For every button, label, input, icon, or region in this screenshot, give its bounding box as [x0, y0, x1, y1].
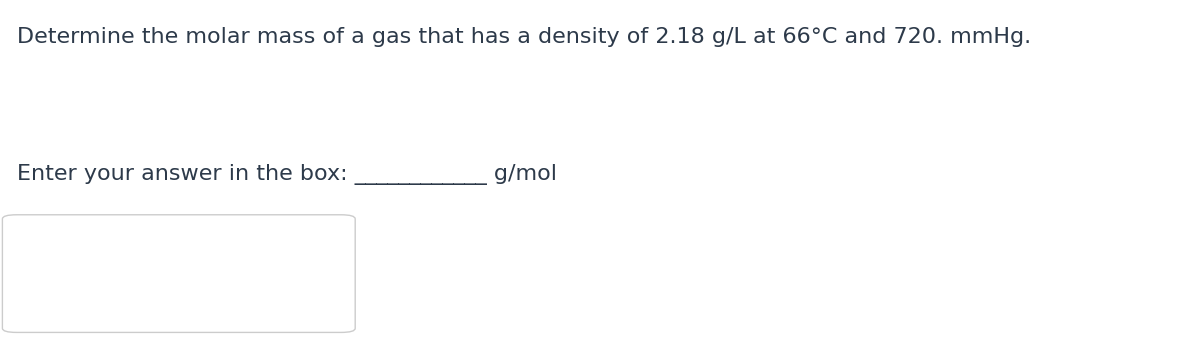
FancyBboxPatch shape	[2, 215, 355, 332]
Text: Enter your answer in the box: ____________ g/mol: Enter your answer in the box: __________…	[17, 164, 557, 185]
Text: Determine the molar mass of a gas that has a density of 2.18 g/L at 66°C and 720: Determine the molar mass of a gas that h…	[17, 27, 1031, 47]
